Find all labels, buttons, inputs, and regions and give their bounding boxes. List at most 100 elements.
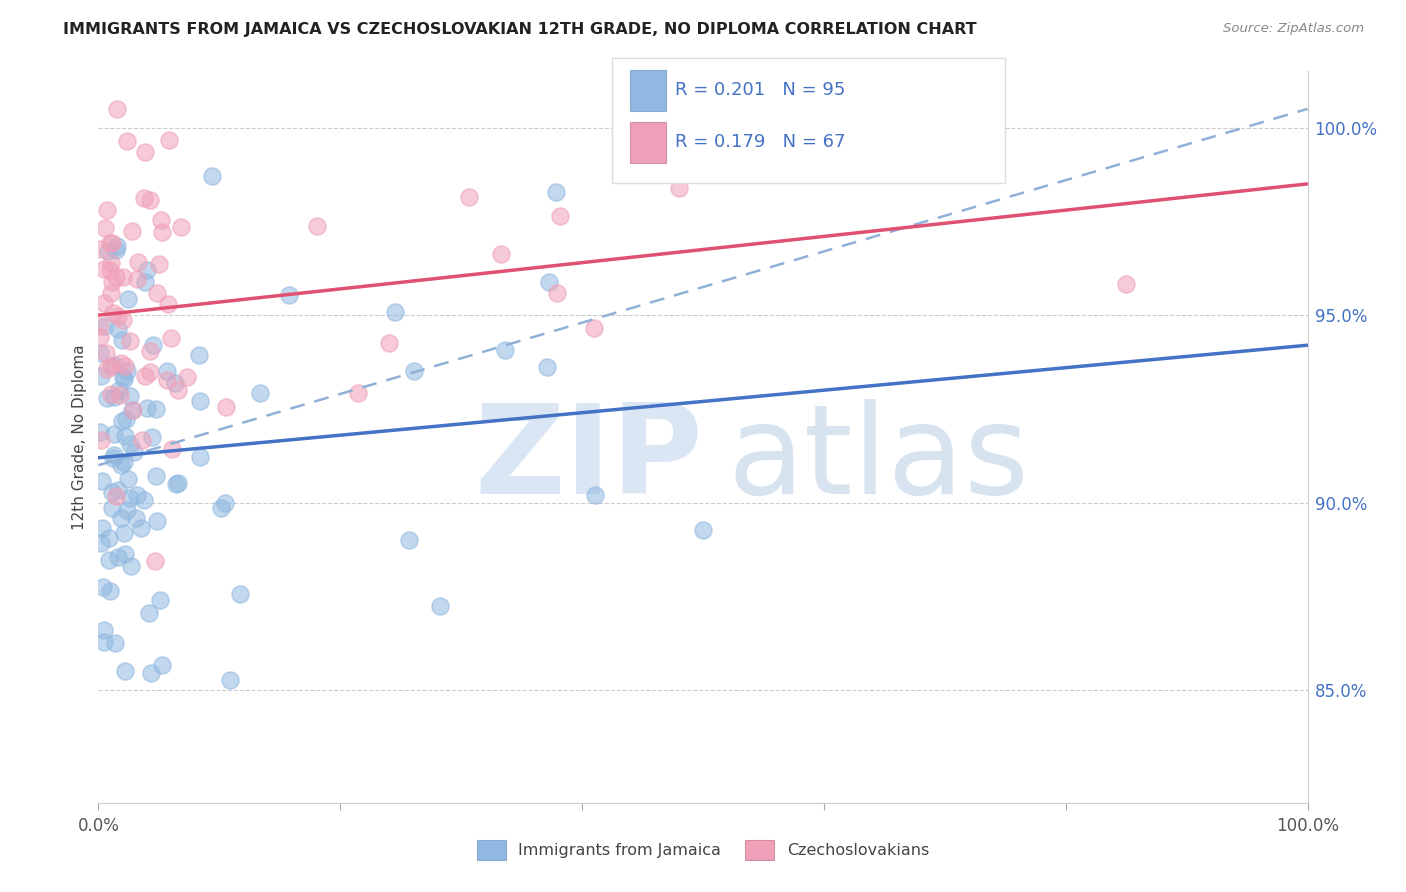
Point [107,309,129,323]
Point [115,412,138,426]
Point [115,503,138,517]
Point [134,145,156,159]
Point [307,219,329,234]
Point [132,192,155,206]
Point [692,523,714,537]
Point [101,500,124,515]
Point [103,448,125,462]
Point [104,636,127,650]
Point [107,322,129,336]
Point [187,348,209,362]
Point [546,185,568,199]
Point [139,665,162,680]
Point [101,450,124,465]
Point [110,388,132,402]
Point [143,554,166,568]
Point [98,263,121,277]
Point [546,286,568,301]
Point [149,593,172,607]
Point [157,297,180,311]
Text: ZIP: ZIP [474,399,703,519]
Text: atlas: atlas [727,399,1029,519]
Point [384,305,406,319]
Point [105,239,128,253]
Point [209,501,232,516]
Point [100,285,122,300]
Point [129,521,152,535]
Point [146,285,169,300]
Point [170,220,193,235]
Point [114,429,136,443]
Point [107,483,129,498]
Point [152,658,174,673]
Point [135,262,157,277]
Point [100,256,122,270]
Y-axis label: 12th Grade, No Diploma: 12th Grade, No Diploma [72,344,87,530]
Point [105,244,128,258]
Point [111,333,134,347]
Point [201,169,224,183]
Point [89,243,111,257]
Point [94,220,117,235]
Point [668,181,690,195]
Point [120,558,142,573]
Point [494,343,516,357]
Point [1115,277,1137,291]
Point [219,673,242,687]
Point [107,550,129,565]
Point [100,236,122,251]
Text: R = 0.201   N = 95: R = 0.201 N = 95 [675,81,845,99]
Point [90,369,112,384]
Point [249,385,271,400]
Point [458,190,481,204]
Point [117,471,139,485]
Point [96,203,118,218]
Point [134,369,156,384]
Point [112,270,135,285]
Point [94,345,117,359]
Point [548,209,571,223]
Point [93,261,115,276]
Point [146,514,169,528]
Point [103,427,125,442]
Point [96,362,118,376]
Point [107,383,129,397]
Point [122,403,145,417]
Point [103,358,125,372]
Point [139,193,162,207]
Point [156,364,179,378]
Point [110,458,132,472]
Point [489,246,512,260]
Point [111,415,134,429]
Point [98,584,121,599]
Point [105,489,128,503]
Point [148,257,170,271]
Point [93,296,115,310]
Point [115,134,138,148]
Point [118,491,141,506]
Point [188,394,211,409]
Point [138,607,160,621]
Text: R = 0.179   N = 67: R = 0.179 N = 67 [675,133,845,152]
Point [159,331,181,345]
Point [214,495,236,509]
Point [134,275,156,289]
Point [93,634,115,648]
Point [90,474,112,488]
Point [378,335,401,350]
Point [97,531,120,545]
Point [89,346,111,360]
Point [101,275,124,289]
Point [142,338,165,352]
Point [160,442,183,457]
Point [101,305,124,319]
Point [96,391,118,405]
Point [98,235,121,250]
Point [166,383,188,397]
Point [141,430,163,444]
Point [93,624,115,638]
Point [90,521,112,535]
Point [124,444,146,458]
Point [121,402,143,417]
Point [107,102,129,116]
